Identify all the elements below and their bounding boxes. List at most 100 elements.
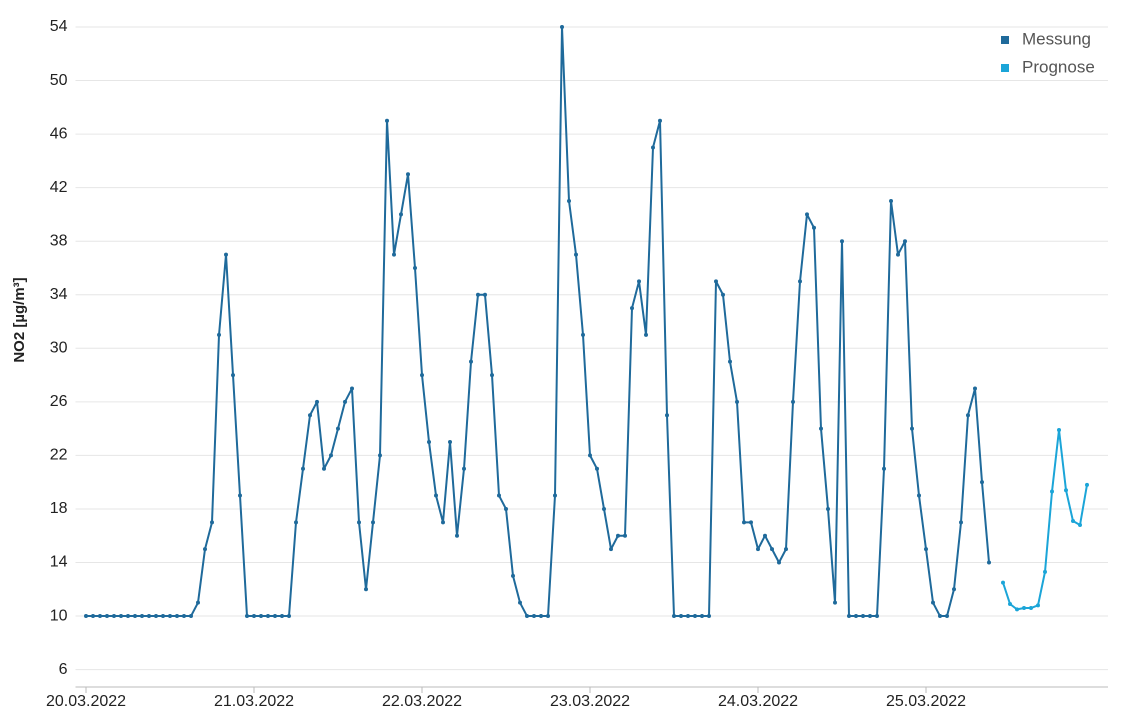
data-point <box>616 533 620 538</box>
data-point <box>483 292 487 297</box>
data-point <box>224 252 228 257</box>
data-point <box>798 279 802 284</box>
data-point <box>203 547 207 552</box>
data-point <box>413 265 417 270</box>
data-point <box>119 614 123 619</box>
data-point <box>1022 606 1026 611</box>
data-point <box>630 306 634 311</box>
data-point <box>700 614 704 619</box>
y-tick-label: 50 <box>50 72 68 89</box>
data-point <box>896 252 900 257</box>
data-point <box>161 614 165 619</box>
data-point <box>1050 489 1054 494</box>
data-point <box>889 199 893 204</box>
data-point <box>371 520 375 525</box>
data-point <box>350 386 354 391</box>
data-point <box>189 614 193 619</box>
data-point <box>336 426 340 431</box>
data-point <box>175 614 179 619</box>
data-point <box>385 118 389 123</box>
data-point <box>98 614 102 619</box>
data-point <box>392 252 396 257</box>
data-point <box>707 614 711 619</box>
data-point <box>826 506 830 511</box>
data-point <box>322 466 326 471</box>
data-point <box>623 533 627 538</box>
data-point <box>1085 482 1089 487</box>
data-point <box>343 399 347 404</box>
data-point <box>245 614 249 619</box>
data-point <box>882 466 886 471</box>
data-point <box>735 399 739 404</box>
y-tick-label: 34 <box>50 286 68 303</box>
data-point <box>308 413 312 418</box>
data-point <box>763 533 767 538</box>
data-point <box>112 614 116 619</box>
data-point <box>238 493 242 498</box>
data-point <box>938 614 942 619</box>
data-point <box>693 614 697 619</box>
data-point <box>301 466 305 471</box>
data-point <box>252 614 256 619</box>
data-point <box>84 614 88 619</box>
data-point <box>672 614 676 619</box>
data-point <box>819 426 823 431</box>
data-point <box>1064 488 1068 493</box>
data-point <box>469 359 473 364</box>
data-point <box>441 520 445 525</box>
data-point <box>924 547 928 552</box>
data-point <box>231 373 235 378</box>
data-point <box>427 440 431 445</box>
data-point <box>1008 601 1012 606</box>
data-point <box>546 614 550 619</box>
data-point <box>931 600 935 605</box>
data-point <box>854 614 858 619</box>
legend-text: Messung <box>1022 29 1091 48</box>
data-point <box>980 480 984 485</box>
data-point <box>1036 603 1040 608</box>
data-point <box>329 453 333 458</box>
data-point <box>553 493 557 498</box>
data-point <box>966 413 970 418</box>
data-point <box>861 614 865 619</box>
x-tick-label: 25.03.2022 <box>886 693 966 710</box>
data-point <box>686 614 690 619</box>
data-point <box>868 614 872 619</box>
data-point <box>210 520 214 525</box>
data-point <box>574 252 578 257</box>
data-point <box>609 547 613 552</box>
data-point <box>658 118 662 123</box>
data-point <box>217 332 221 337</box>
data-point <box>462 466 466 471</box>
y-tick-label: 54 <box>50 18 68 35</box>
data-point <box>133 614 137 619</box>
data-point <box>784 547 788 552</box>
data-point <box>266 614 270 619</box>
data-point <box>1015 607 1019 612</box>
data-point <box>378 453 382 458</box>
data-point <box>504 506 508 511</box>
data-point <box>567 199 571 204</box>
data-point <box>1043 569 1047 574</box>
data-point <box>490 373 494 378</box>
data-point <box>126 614 130 619</box>
data-point <box>105 614 109 619</box>
data-point <box>777 560 781 565</box>
data-point <box>721 292 725 297</box>
data-point <box>581 332 585 337</box>
data-point <box>847 614 851 619</box>
data-point <box>364 587 368 592</box>
x-tick-label: 20.03.2022 <box>46 693 126 710</box>
data-point <box>637 279 641 284</box>
data-point <box>147 614 151 619</box>
data-point <box>455 533 459 538</box>
data-point <box>595 466 599 471</box>
data-point <box>917 493 921 498</box>
data-point <box>588 453 592 458</box>
data-point <box>434 493 438 498</box>
data-point <box>399 212 403 217</box>
x-tick-label: 23.03.2022 <box>550 693 630 710</box>
y-axis-label: NO2 [µg/m³] <box>11 277 28 362</box>
data-point <box>1078 523 1082 528</box>
